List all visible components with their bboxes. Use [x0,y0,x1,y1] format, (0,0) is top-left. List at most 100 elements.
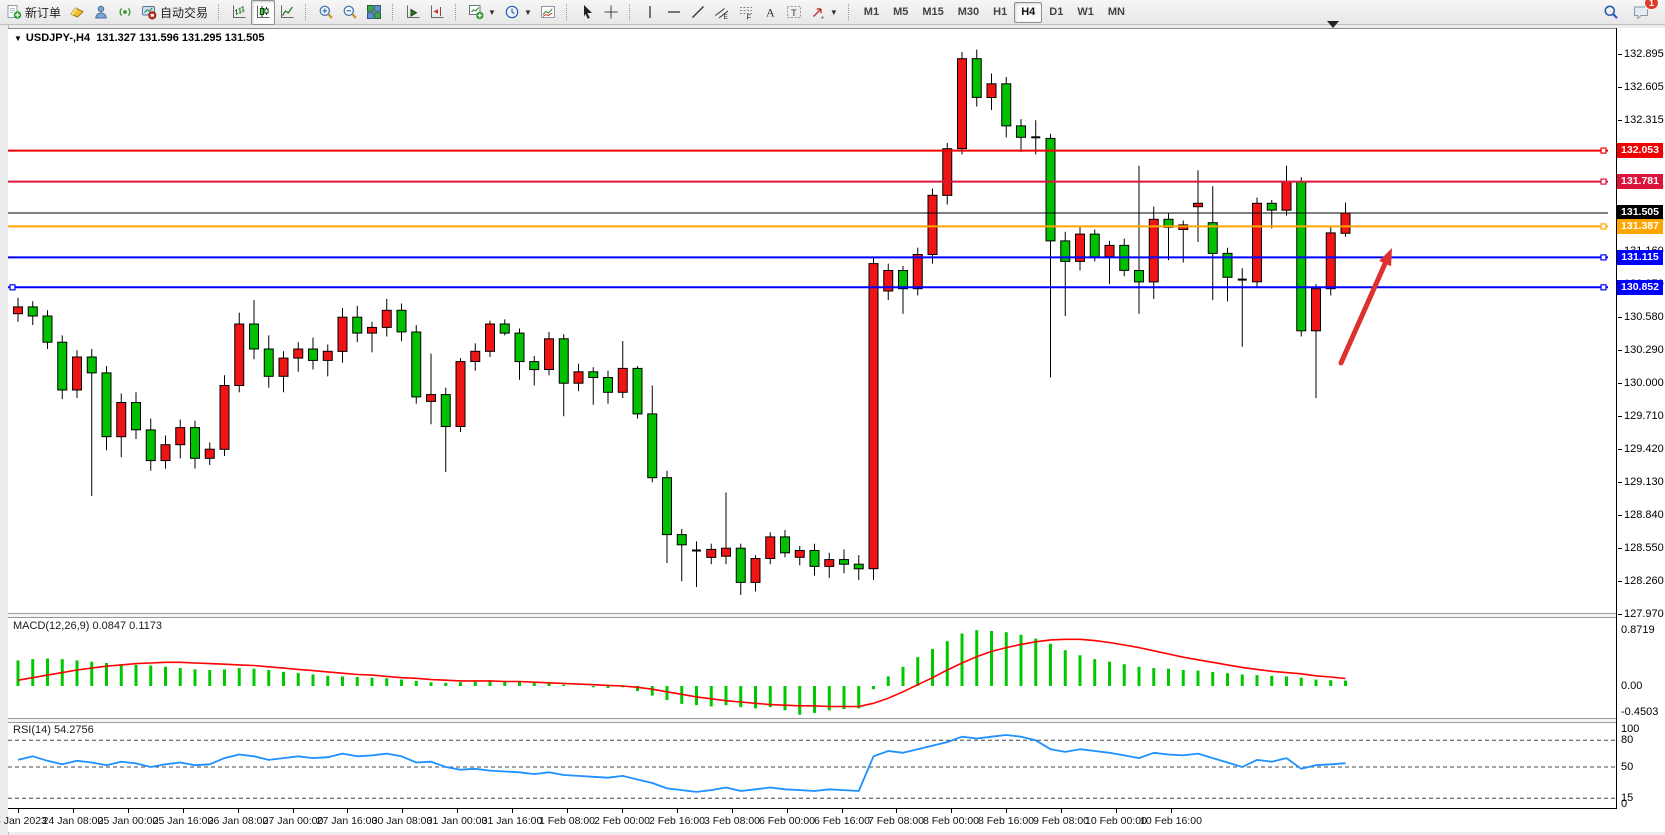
line-handle[interactable] [1600,254,1607,261]
chevron-down-icon[interactable]: ▼ [523,7,532,17]
candle-down [308,348,318,361]
time-axis-tick [677,809,678,813]
autotrading-button[interactable]: 自动交易 [137,0,212,25]
rsi-axis-tick: 80 [1621,734,1634,746]
timeframe-button-mn[interactable]: MN [1107,5,1125,18]
periods-button[interactable]: ▼ [500,0,536,25]
vertical-line-button[interactable] [638,0,662,25]
candle-down [101,372,112,438]
cursor-icon [583,5,592,19]
rsi-pane-canvas[interactable] [8,722,1616,808]
line-handle[interactable] [1600,223,1607,230]
candle-up [219,385,230,450]
current-price-tag: 131.505 [1617,205,1663,220]
timeframe-button-m1[interactable]: M1 [863,5,880,18]
deposit-button[interactable] [65,0,89,25]
trendline-button[interactable] [686,0,710,25]
time-axis-label: 23 Jan 2023 [0,815,47,827]
chart-shift-button[interactable] [425,0,449,25]
toolbar-separator [218,3,223,21]
timeframe-button-w1[interactable]: W1 [1077,5,1094,18]
time-axis-label: 3 Feb 08:00 [703,815,761,827]
level-price-tag: 131.387 [1617,219,1663,234]
level-price-tag: 131.115 [1617,250,1663,265]
candle-up [942,148,953,196]
line-handle[interactable] [1600,147,1607,154]
signal-icon [119,7,131,17]
pane-separator[interactable] [8,613,1665,618]
timeframe-button-h4[interactable]: H4 [1014,1,1043,23]
time-axis-label: 24 Jan 08:00 [42,815,104,827]
vertical-line-icon [649,6,651,18]
candle-up [72,356,82,391]
notifications-button[interactable]: 1 [1629,0,1659,25]
bar-chart-mode-button[interactable] [227,0,251,25]
new-order-button[interactable]: 新订单 [2,0,65,25]
arrows-button[interactable]: ▼ [806,0,842,25]
search-button[interactable] [1599,0,1623,25]
candle-up [337,316,348,352]
line-handle[interactable] [1600,178,1607,185]
text-label-button[interactable]: T [782,0,806,25]
candle-up [381,309,392,328]
market-watch-button[interactable] [89,0,113,25]
candle-down [853,563,864,570]
signals-button[interactable] [113,0,137,25]
cursor-button[interactable] [575,0,599,25]
line-chart-mode-button[interactable] [275,0,299,25]
new-chart-button[interactable]: ▼ [464,0,500,25]
fibonacci-icon: F [739,7,752,20]
candle-up [706,548,717,558]
candle-down [1045,137,1056,242]
tile-windows-button[interactable] [362,0,386,25]
toolbar-separator [455,3,460,21]
horizontal-line-button[interactable] [662,0,686,25]
chevron-down-icon[interactable]: ▼ [488,7,496,17]
equidistant-channel-button[interactable]: E [710,0,734,25]
auto-scroll-button[interactable] [401,0,425,25]
time-axis-tick [896,809,897,813]
timeframe-button-m30[interactable]: M30 [957,5,980,18]
macd-pane-canvas[interactable] [8,617,1616,718]
timeframe-button-m15[interactable]: M15 [922,5,944,18]
candle-down [1016,125,1026,138]
price-chart-canvas[interactable] [8,28,1616,613]
fibonacci-button[interactable]: F [734,0,758,25]
price-axis-tick: 129.710 [1618,410,1664,422]
pane-separator[interactable] [8,718,1665,723]
line-handle[interactable] [1600,284,1607,291]
candle-down [529,361,540,371]
candle-down [86,356,97,374]
text-button[interactable]: A [758,0,782,25]
zoom-out-button[interactable] [338,0,362,25]
rsi-axis-tick: 0 [1621,798,1628,810]
svg-text:E: E [723,14,728,20]
chart-shift-marker[interactable] [1327,21,1339,28]
chevron-down-icon[interactable]: ▼ [829,7,838,17]
templates-button[interactable] [536,0,560,25]
annotation-arrow-head[interactable] [1379,248,1392,267]
candle-down [1222,252,1233,278]
time-axis-tick [787,809,788,813]
chart-title-collapse-icon[interactable]: ▼ [14,34,22,43]
crosshair-button[interactable] [599,0,623,25]
line-handle[interactable] [9,284,16,291]
bar-chart-icon [233,5,246,18]
rsi-axis-tick: 50 [1621,761,1634,773]
candle-up [485,323,495,352]
timeframe-button-h1[interactable]: H1 [993,5,1008,18]
time-axis-tick [293,809,294,813]
zoom-in-button[interactable] [314,0,338,25]
candle-down [352,316,363,334]
time-axis-tick [18,809,19,813]
timeframe-button-m5[interactable]: M5 [893,5,909,18]
annotation-arrow-shaft[interactable] [1338,254,1391,366]
toolbar-separator [628,3,634,21]
time-axis-tick [1171,809,1172,813]
channel-icon: E [715,8,728,20]
candlestick-mode-button[interactable] [251,0,276,25]
candle-up [426,394,436,402]
price-axis[interactable]: 132.895132.605132.315132.025131.735131.4… [1617,28,1665,831]
timeframe-button-d1[interactable]: D1 [1049,5,1064,18]
